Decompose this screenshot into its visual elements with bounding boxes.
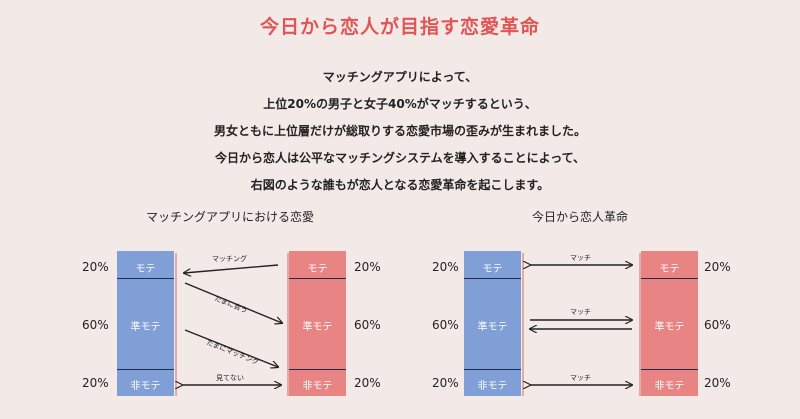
right-blue-percent-top: 20% — [432, 260, 459, 274]
divider — [117, 369, 174, 370]
divider — [641, 278, 698, 279]
right-red-bar: モテ 準モテ 非モテ — [641, 251, 698, 396]
segment-mote: モテ — [135, 264, 156, 275]
intro-line: 男女ともに上位層だけが総取りする恋愛市場の歪みが生まれました。 — [213, 124, 586, 138]
arrow-sometimes-matching — [184, 329, 278, 367]
left-diagram-heading: マッチングアプリにおける恋愛 — [145, 210, 314, 224]
left-blue-percent-bottom: 20% — [82, 376, 109, 390]
right-red-percent-mid: 60% — [704, 318, 731, 332]
arrow-label-match: マッチ — [570, 308, 591, 316]
right-red-percent-top: 20% — [704, 260, 731, 274]
right-blue-percent-bottom: 20% — [432, 376, 459, 390]
divider — [641, 369, 698, 370]
divider — [289, 278, 346, 279]
page-title: 今日から恋人が目指す恋愛革命 — [259, 16, 540, 38]
segment-jun-mote: 準モテ — [130, 322, 161, 333]
right-blue-bar: モテ 準モテ 非モテ — [464, 251, 521, 396]
intro-line: 右図のような誰もが恋人となる恋愛革命を起こします。 — [250, 178, 550, 192]
left-red-percent-mid: 60% — [354, 318, 381, 332]
right-diagram-heading: 今日から恋人革命 — [531, 210, 628, 224]
divider — [289, 369, 346, 370]
left-blue-percent-top: 20% — [82, 260, 109, 274]
bar-brackets — [175, 253, 641, 396]
intro-line: マッチングアプリによって、 — [322, 70, 478, 84]
segment-hi-mote: 非モテ — [654, 381, 685, 392]
left-red-bar: モテ 準モテ 非モテ — [289, 251, 346, 396]
left-blue-percent-mid: 60% — [82, 318, 109, 332]
arrow-label-match: マッチ — [570, 374, 591, 382]
arrow-label-sometimes-matching: たまにマッチング — [205, 338, 260, 367]
intro-line: 上位20%の男子と女子40%がマッチするという、 — [263, 97, 537, 111]
arrow-label-not-looking: 見てない — [216, 374, 244, 382]
segment-hi-mote: 非モテ — [302, 381, 333, 392]
segment-jun-mote: 準モテ — [302, 322, 333, 333]
left-red-percent-top: 20% — [354, 260, 381, 274]
segment-mote: モテ — [307, 264, 328, 275]
divider — [117, 278, 174, 279]
intro-paragraph: マッチングアプリによって、 上位20%の男子と女子40%がマッチするという、 男… — [0, 64, 800, 199]
divider — [464, 278, 521, 279]
left-blue-bar: モテ 準モテ 非モテ — [117, 251, 174, 396]
arrow-label-match: マッチ — [570, 254, 591, 262]
segment-hi-mote: 非モテ — [130, 381, 161, 392]
arrow-label-sometimes-meet: たまに会う — [213, 294, 249, 315]
intro-line: 今日から恋人は公平なマッチングシステムを導入することによって、 — [214, 151, 586, 165]
segment-mote: モテ — [659, 264, 680, 275]
segment-hi-mote: 非モテ — [477, 381, 508, 392]
right-red-percent-bottom: 20% — [704, 376, 731, 390]
divider — [464, 369, 521, 370]
segment-jun-mote: 準モテ — [654, 322, 685, 333]
segment-jun-mote: 準モテ — [477, 322, 508, 333]
arrow-sometimes-meet — [184, 282, 282, 323]
right-blue-percent-mid: 60% — [432, 318, 459, 332]
left-red-percent-bottom: 20% — [354, 376, 381, 390]
arrow-matching — [184, 264, 279, 273]
segment-mote: モテ — [482, 264, 503, 275]
arrow-label-matching: マッチング — [212, 254, 247, 263]
